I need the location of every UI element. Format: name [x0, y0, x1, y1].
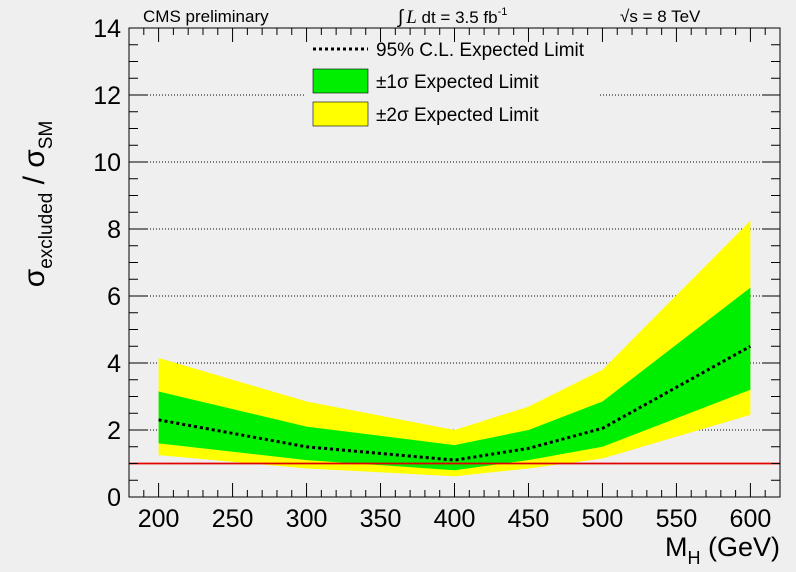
lumi-L: L — [405, 7, 417, 28]
y-tick-label-12: 12 — [93, 82, 121, 110]
header-lumi: ∫ L dt = 3.5 fb-1 — [397, 6, 507, 28]
legend-label-1: ±1σ Expected Limit — [376, 72, 539, 93]
legend-label-0: 95% C.L. Expected Limit — [376, 40, 585, 61]
energy-sqrt: √ — [620, 7, 630, 26]
x-tick-label-600: 600 — [730, 505, 772, 533]
y-axis-title-sub2: SM — [36, 121, 57, 150]
y-axis-title: σexcluded / σSM — [18, 121, 57, 288]
x-tick-label-300: 300 — [286, 505, 328, 533]
x-tick-label-200: 200 — [138, 505, 180, 533]
lumi-integral-symbol: ∫ — [397, 7, 405, 28]
legend-label-2: ±2σ Expected Limit — [376, 105, 539, 126]
x-tick-label-450: 450 — [508, 505, 550, 533]
y-axis-title-sigma2: σ — [18, 149, 51, 168]
y-axis-title-sigma1: σ — [18, 268, 51, 287]
lumi-text: dt = 3.5 fb — [417, 8, 498, 27]
band-1sigma — [158, 287, 751, 471]
x-axis-title-sub: H — [687, 548, 700, 568]
x-tick-label-550: 550 — [656, 505, 698, 533]
y-tick-label-6: 6 — [107, 283, 121, 311]
y-axis-title-sub1: excluded — [36, 193, 57, 269]
header-energy: √s = 8 TeV — [620, 7, 701, 26]
x-axis-title-unit: (GeV) — [700, 532, 780, 562]
y-tick-label-8: 8 — [107, 216, 121, 244]
x-tick-label-500: 500 — [582, 505, 624, 533]
y-tick-label-10: 10 — [93, 149, 121, 177]
bands — [158, 220, 751, 477]
expected-limit-line — [158, 344, 752, 462]
lines — [129, 344, 780, 465]
axes: 0 2 4 6 8 10 12 14 200 250 300 350 400 450 500 550 600 — [93, 15, 781, 533]
x-tick-label-350: 350 — [360, 505, 402, 533]
y-tick-label-14: 14 — [93, 15, 121, 43]
x-axis-title-main: M — [665, 532, 688, 562]
header-experiment: CMS preliminary — [143, 7, 269, 26]
x-axis-title: MH (GeV) — [665, 532, 780, 568]
x-tick-label-400: 400 — [434, 505, 476, 533]
y-axis-title-slash: / — [18, 168, 51, 193]
y-tick-label-2: 2 — [107, 417, 121, 445]
legend-swatch-2 — [312, 101, 369, 127]
y-tick-label-0: 0 — [107, 484, 121, 512]
lumi-exponent: -1 — [498, 6, 508, 18]
legend-swatch-1 — [312, 68, 369, 94]
x-tick-label-250: 250 — [212, 505, 254, 533]
legend: 95% C.L. Expected Limit ±1σ Expected Limi… — [312, 40, 585, 127]
y-tick-label-4: 4 — [107, 350, 121, 378]
energy-text: s = 8 TeV — [629, 7, 701, 26]
